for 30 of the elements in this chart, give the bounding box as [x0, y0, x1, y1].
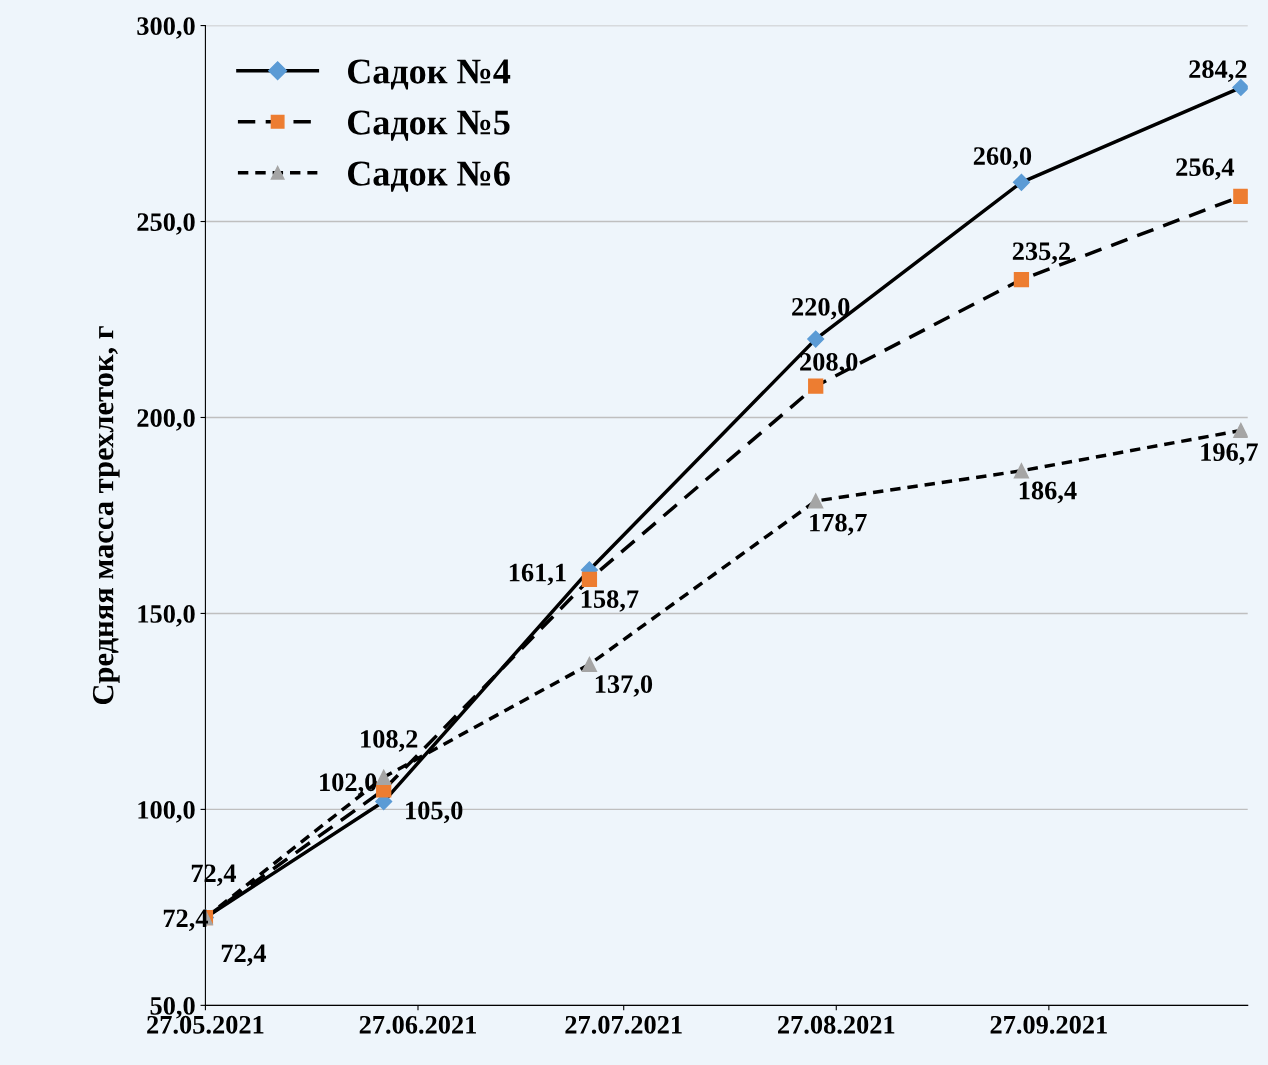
data-label: 158,7 — [581, 590, 639, 612]
data-label: 256,4 — [1176, 158, 1235, 180]
y-tick-label: 150,0 — [138, 605, 195, 627]
data-label: 102,0 — [320, 773, 377, 795]
legend-label: Садок №6 — [348, 161, 510, 192]
data-label: 178,7 — [810, 513, 867, 536]
x-tick-label: 27.09.2021 — [990, 1015, 1107, 1034]
y-tick-label: 200,0 — [137, 409, 195, 431]
data-label: 72,4 — [221, 944, 267, 966]
legend-label: Садок №5 — [348, 110, 510, 141]
x-tick-label: 27.08.2021 — [778, 1015, 895, 1034]
data-label: 260,0 — [973, 147, 1032, 169]
y-tick-label: 250,0 — [137, 213, 195, 235]
legend-label: Садок №4 — [348, 59, 511, 90]
data-label: 208,0 — [800, 352, 858, 375]
data-label: 161,1 — [509, 563, 566, 586]
x-tick-label: 27.06.2021 — [359, 1015, 476, 1034]
y-axis-title: Средняя масса трехлеток, г — [92, 326, 120, 705]
y-tick-label: 100,0 — [138, 801, 195, 823]
y-tick-label: 300,0 — [137, 17, 195, 39]
x-tick-label: 27.07.2021 — [565, 1015, 682, 1034]
data-label: 72,4 — [163, 909, 209, 931]
data-label: 137,0 — [595, 675, 653, 697]
data-label: 105,0 — [406, 801, 463, 824]
data-label: 284,2 — [1189, 60, 1247, 82]
data-label: 235,2 — [1012, 242, 1070, 264]
data-label: 196,7 — [1201, 443, 1258, 465]
data-label: 220,0 — [792, 297, 850, 320]
data-label: 186,4 — [1019, 481, 1077, 504]
data-label: 108,2 — [361, 730, 418, 752]
